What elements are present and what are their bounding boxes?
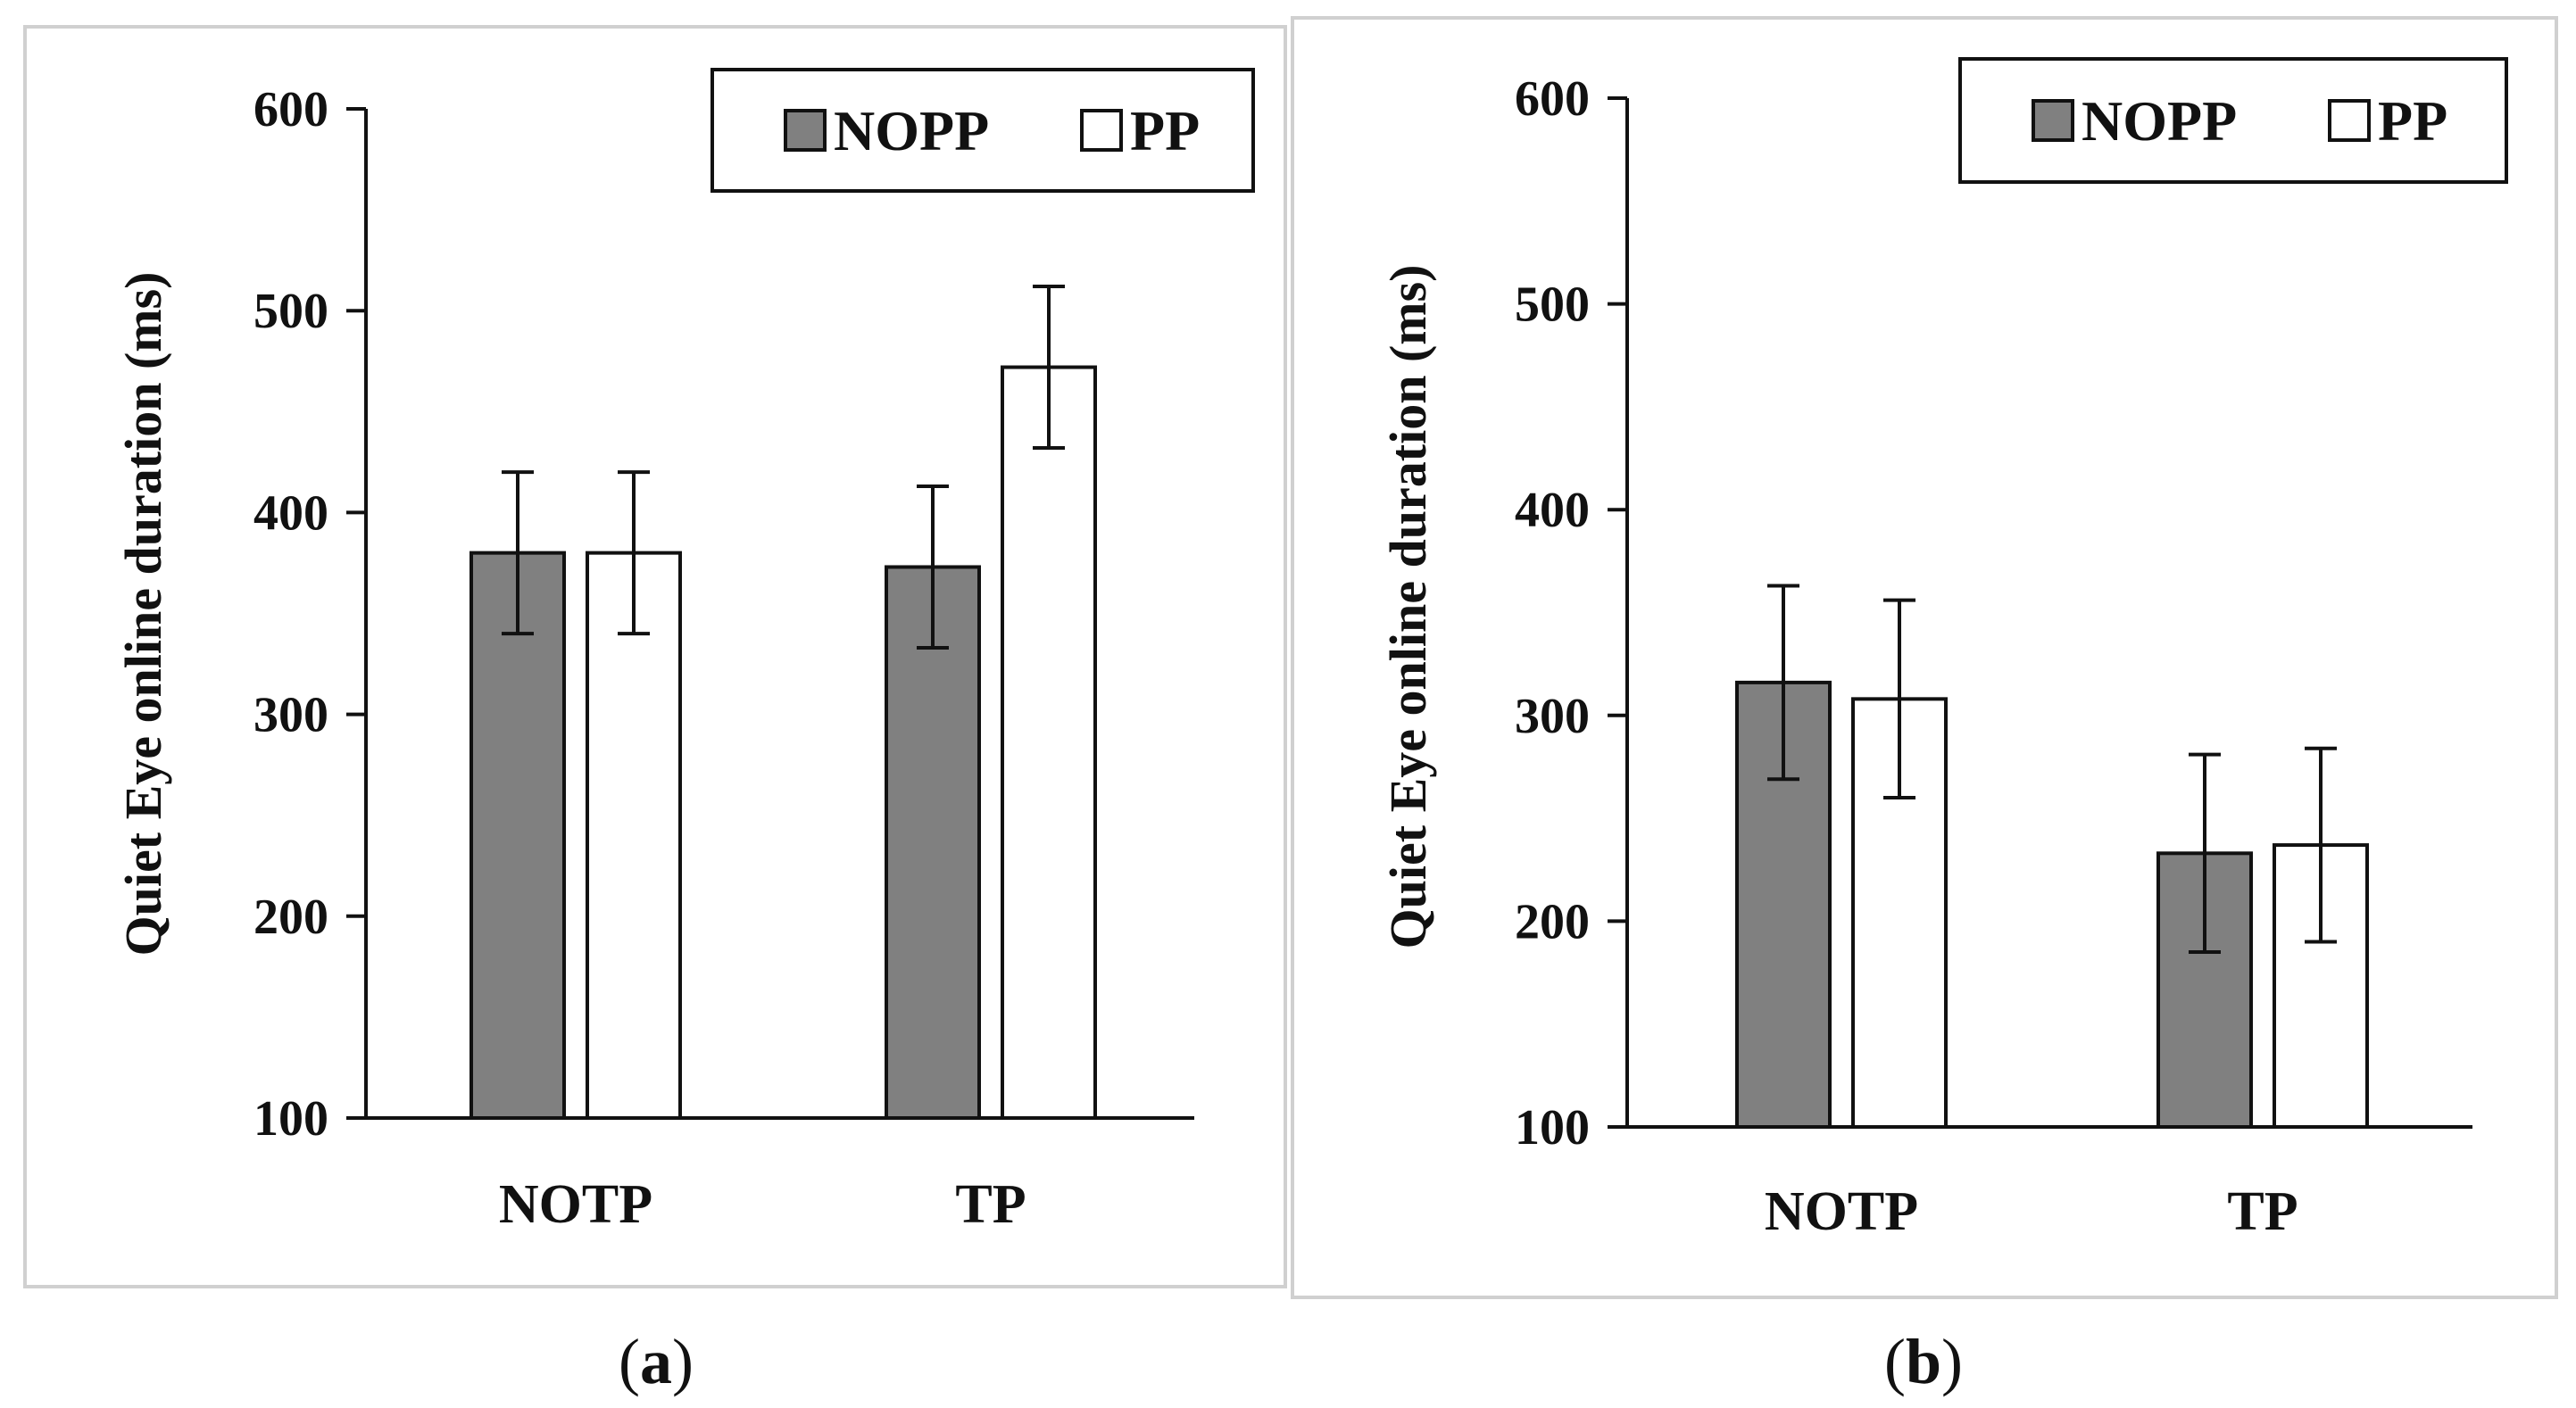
x-category-label: TP xyxy=(2227,1181,2298,1242)
bar-nopp-notp xyxy=(1735,680,1832,1129)
bar-pp-notp xyxy=(586,551,682,1120)
bar-nopp-notp xyxy=(469,551,566,1120)
legend-label-nopp: NOPP xyxy=(2082,89,2237,153)
y-tick-label: 600 xyxy=(1515,71,1590,127)
x-category-label: NOTP xyxy=(1765,1181,1918,1242)
panel-a-frame xyxy=(23,25,1287,1288)
y-tick-label: 500 xyxy=(1515,277,1590,333)
y-tick-label: 500 xyxy=(253,284,328,339)
bar-nopp-tp xyxy=(885,565,981,1120)
legend-swatch-nopp xyxy=(2032,99,2074,142)
y-tick-label: 100 xyxy=(1515,1100,1590,1155)
y-tick-label: 300 xyxy=(1515,689,1590,744)
panel-b-frame xyxy=(1291,16,2558,1299)
y-tick-label: 300 xyxy=(253,688,328,743)
y-tick-label: 100 xyxy=(253,1091,328,1147)
chart-a: 100 200 300 400 500 600 NOTP TP Quiet Eye online… xyxy=(114,68,1255,1235)
legend-label-pp: PP xyxy=(1130,99,1200,162)
chart-b: 100 200 300 400 500 600 NOTP TP Quiet Eye online… xyxy=(1379,57,2508,1242)
x-category-label: NOTP xyxy=(499,1174,652,1235)
legend-swatch-nopp xyxy=(784,109,827,152)
panel-label-a: (a) xyxy=(619,1326,694,1397)
y-axis-label: Quiet Eye online duration (ms) xyxy=(114,272,172,957)
bar-pp-tp xyxy=(1001,365,1097,1120)
y-tick-label: 400 xyxy=(1515,483,1590,538)
y-tick-label: 200 xyxy=(253,890,328,945)
legend-swatch-pp xyxy=(2328,99,2371,142)
y-tick-label: 600 xyxy=(253,82,328,137)
x-category-label: TP xyxy=(955,1174,1026,1235)
legend-swatch-pp xyxy=(1080,109,1123,152)
y-tick-label: 200 xyxy=(1515,894,1590,949)
panel-label-b: (b) xyxy=(1884,1326,1963,1397)
y-tick-label: 400 xyxy=(253,485,328,541)
y-axis-label: Quiet Eye online duration (ms) xyxy=(1379,265,1437,949)
legend-label-nopp: NOPP xyxy=(834,99,989,162)
legend-label-pp: PP xyxy=(2378,89,2447,153)
